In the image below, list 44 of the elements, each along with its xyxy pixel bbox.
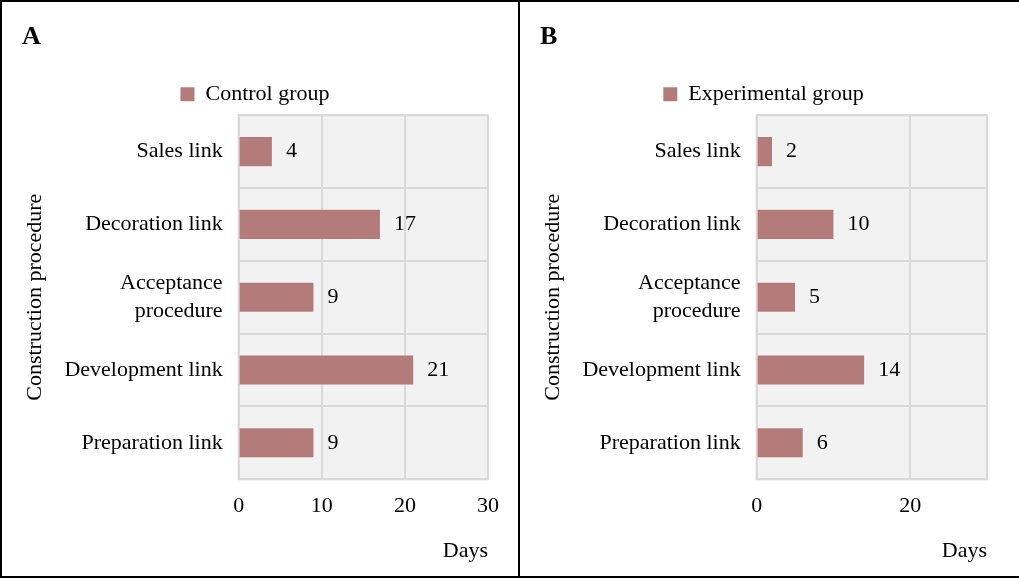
data-label: 6	[816, 428, 828, 454]
y-tick-label: Preparation link	[599, 428, 741, 454]
chart-title: A	[22, 21, 41, 51]
data-label: 10	[847, 210, 870, 236]
y-tick-label: Development link	[582, 355, 741, 381]
bar	[757, 428, 803, 458]
legend-label: Experimental group	[688, 79, 864, 105]
x-axis-title: Days	[442, 536, 488, 562]
y-axis-title: Construction procedure	[538, 193, 564, 401]
y-tick-label: Development link	[64, 355, 223, 381]
x-axis-title: Days	[941, 536, 987, 562]
bar	[757, 282, 796, 312]
data-label: 4	[285, 137, 297, 163]
x-tick-label: 0	[751, 492, 763, 518]
x-tick-label: 10	[310, 492, 333, 518]
bar	[757, 209, 834, 239]
data-label: 9	[327, 428, 339, 454]
data-label: 14	[878, 355, 901, 381]
bar	[239, 209, 380, 239]
y-tick-label: Acceptance procedure	[638, 268, 741, 323]
x-tick-label: 20	[393, 492, 416, 518]
bar	[239, 355, 414, 385]
bar	[239, 137, 272, 167]
y-axis-title: Construction procedure	[20, 193, 46, 401]
y-tick-label: Preparation link	[81, 428, 223, 454]
data-label: 9	[327, 282, 339, 308]
data-label: 5	[809, 282, 821, 308]
bar	[239, 428, 314, 458]
data-label: 17	[393, 210, 416, 236]
y-tick-label: Decoration link	[603, 210, 741, 236]
y-tick-label: Sales link	[136, 137, 223, 163]
data-label: 21	[427, 355, 450, 381]
bar	[239, 282, 314, 312]
text: B	[540, 21, 558, 51]
x-tick-label: 20	[899, 492, 922, 518]
bar	[757, 137, 772, 167]
y-tick-label: Acceptance procedure	[120, 268, 223, 323]
y-tick-label: Sales link	[654, 137, 741, 163]
data-label: 2	[786, 137, 797, 163]
y-tick-label: Decoration link	[85, 210, 223, 236]
bar	[757, 355, 865, 385]
x-tick-label: 30	[477, 492, 499, 518]
legend-label: Control group	[205, 79, 330, 105]
x-tick-label: 0	[233, 492, 245, 518]
